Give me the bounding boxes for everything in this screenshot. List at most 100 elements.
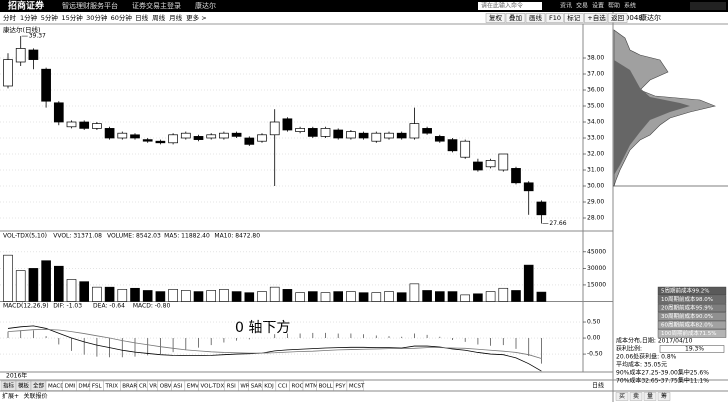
indicator-tab-label[interactable]: DMI [65, 384, 76, 390]
candle-body [358, 132, 369, 139]
menu-item[interactable]: 系统 [624, 2, 636, 10]
y-tick-label: -0.50 [587, 351, 603, 358]
title-item[interactable]: 智远理财服务平台 [62, 1, 118, 10]
indicator-tab-label[interactable]: OBV [160, 384, 172, 390]
cost-legend-box [657, 320, 727, 330]
indicator-tab-label[interactable]: MTM [305, 384, 318, 390]
indicator-tab-label[interactable]: 指标 [3, 382, 15, 390]
candle-body [447, 139, 458, 152]
window-controls[interactable] [690, 2, 726, 10]
indicator-tab-label[interactable]: 模板 [18, 382, 30, 390]
indicator-tab-label[interactable]: TRIX [104, 384, 118, 390]
stock-name: 康达尔 [640, 13, 661, 22]
chart-button[interactable] [505, 13, 526, 23]
period[interactable]: 月线 [169, 13, 183, 22]
chart-button[interactable] [564, 13, 584, 23]
indicator-tab-label[interactable]: MCST [349, 384, 365, 390]
title-item[interactable]: 康达尔 [195, 1, 216, 10]
candle-body [168, 134, 178, 144]
indicator-tab-label[interactable]: DMA [78, 384, 91, 390]
period[interactable]: 分时 [3, 13, 17, 22]
volume-bar [104, 286, 115, 302]
candle-body [142, 139, 153, 142]
menu-item[interactable]: 帮助 [608, 2, 620, 10]
max-label: 39.37 [29, 33, 46, 40]
candle-body [53, 102, 64, 123]
indicator-tab-label[interactable]: PSY [335, 384, 346, 390]
volume-bar [41, 260, 51, 302]
period[interactable]: 5分钟 [41, 13, 59, 22]
chart-button-label[interactable]: 标记 [567, 13, 581, 22]
footer-button[interactable] [643, 392, 657, 401]
period[interactable]: 15分钟 [62, 13, 84, 22]
candle-body [130, 134, 140, 139]
period[interactable]: 更多 > [186, 13, 207, 22]
candle-body [409, 123, 420, 139]
footer-button-label[interactable]: 买 [619, 392, 625, 400]
indicator-tab-label[interactable]: ROC [291, 384, 303, 390]
period[interactable]: 周线 [152, 13, 166, 22]
footer-button-label[interactable]: 卖 [633, 393, 639, 400]
indicator-tab-label[interactable]: VR [149, 384, 157, 390]
search-box[interactable] [478, 2, 542, 10]
indicator-tab-label[interactable]: VOL-TDX [200, 384, 224, 390]
candle-body [155, 140, 166, 144]
x-axis-label: 2016年 [6, 372, 27, 380]
footer-button[interactable] [629, 392, 643, 401]
footer-button[interactable] [615, 392, 629, 401]
y-tick-label: 29.00 [587, 199, 604, 206]
legend-text: VVOL: 31371.08 [53, 233, 102, 240]
menu-item[interactable]: 交易 [576, 2, 588, 10]
period[interactable]: 1分钟 [20, 13, 38, 22]
period[interactable]: 60分钟 [111, 13, 133, 22]
indicator-tab-label[interactable]: ASI [173, 384, 182, 390]
indicator-tab-label[interactable]: MACD [48, 384, 65, 390]
indicator-tab-label[interactable]: WR [240, 384, 249, 390]
chart-button[interactable] [525, 13, 546, 23]
chart-button-label[interactable]: +自选 [587, 13, 606, 22]
indicator-tab-label[interactable]: CCI [278, 384, 288, 390]
bottom-tab[interactable]: 扩展+ [2, 392, 19, 400]
bottom-tab[interactable]: 关联报价 [23, 392, 47, 400]
indicator-tab-label[interactable]: CR [139, 384, 147, 390]
indicator-tab[interactable] [346, 380, 364, 391]
chart-button-label[interactable]: 叠加 [509, 13, 522, 22]
legend-text: MACD: -0.80 [133, 303, 171, 310]
chart-button[interactable] [485, 13, 506, 23]
search-placeholder[interactable]: 请在此输入命令 [481, 2, 523, 10]
chart-button-label[interactable]: 返回 [611, 14, 624, 22]
indicator-tab-label[interactable]: 全部 [33, 382, 45, 390]
indicator-tab-label[interactable]: SAR [251, 384, 262, 390]
footer-button[interactable] [657, 392, 671, 401]
chart-button-label[interactable]: F10 [549, 14, 561, 22]
volume-bar [142, 290, 153, 302]
chart-button-label[interactable]: 画线 [529, 13, 543, 22]
y-tick-label: 0.50 [587, 319, 601, 326]
indicator-tab-label[interactable]: RSI [227, 384, 236, 390]
chart-button[interactable] [545, 13, 564, 23]
indicator-tab-label[interactable]: BOLL [319, 384, 334, 390]
menu-item[interactable]: 设置 [592, 2, 604, 10]
candle-body [320, 128, 331, 137]
period[interactable]: 30分钟 [86, 13, 108, 22]
candle-body [15, 48, 26, 63]
chart-button[interactable] [584, 13, 608, 23]
volume-bar [79, 281, 89, 302]
period-tab[interactable]: 日线 [592, 382, 604, 390]
indicator-tab-label[interactable]: FSL [92, 384, 103, 390]
footer-button-label[interactable]: 量 [647, 393, 653, 400]
period[interactable]: 日线 [135, 13, 149, 22]
chart-button[interactable] [607, 13, 628, 23]
indicator-tab-label[interactable]: KDJ [264, 384, 274, 390]
cost-legend-text: 20周期前成本95.9% [661, 304, 713, 312]
indicator-tab-label[interactable]: BRAR [122, 384, 137, 390]
chart-button-label[interactable]: 复权 [489, 13, 503, 22]
cost-legend-text: 60周期前成本82.0% [661, 321, 713, 329]
profit-label: 获利比例: [616, 345, 642, 353]
title-item[interactable]: 证券交易主登录 [132, 1, 181, 10]
indicator-tab-label[interactable]: EMV [187, 384, 199, 390]
menu-item[interactable]: 资讯 [560, 2, 572, 10]
cost-legend-text: 10周期前成本98.0% [661, 295, 713, 303]
footer-button-label[interactable]: 筹 [661, 392, 667, 400]
